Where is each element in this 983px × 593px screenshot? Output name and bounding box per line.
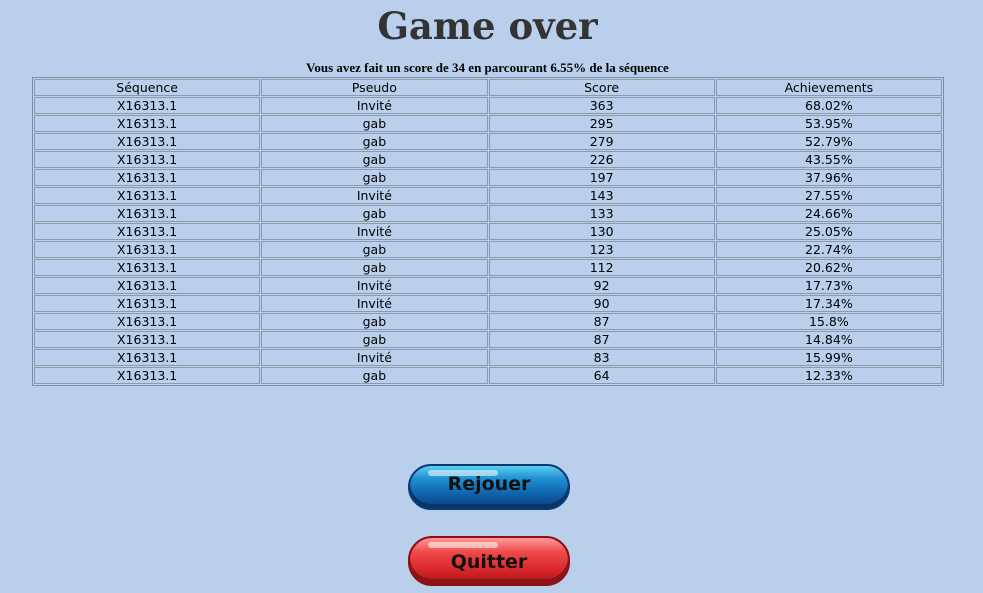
cell-sequence: X16313.1 bbox=[34, 151, 261, 168]
cell-pseudo: gab bbox=[261, 169, 488, 186]
table-row: X16313.1 gab 64 12.33% bbox=[34, 367, 942, 384]
table-row: X16313.1 gab 295 53.95% bbox=[34, 115, 942, 132]
cell-sequence: X16313.1 bbox=[34, 349, 261, 366]
page-title: Game over bbox=[377, 4, 598, 48]
quit-button-label: Quitter bbox=[450, 551, 528, 573]
table-row: X16313.1 Invité 90 17.34% bbox=[34, 295, 942, 312]
cell-achievement: 15.99% bbox=[715, 349, 942, 366]
cell-score: 64 bbox=[488, 367, 715, 384]
cell-achievement: 12.33% bbox=[715, 367, 942, 384]
cell-pseudo: gab bbox=[261, 331, 488, 348]
cell-achievement: 52.79% bbox=[715, 133, 942, 150]
cell-pseudo: Invité bbox=[261, 97, 488, 114]
cell-score: 92 bbox=[488, 277, 715, 294]
cell-sequence: X16313.1 bbox=[34, 223, 261, 240]
column-header-sequence: Séquence bbox=[34, 79, 261, 96]
cell-sequence: X16313.1 bbox=[34, 295, 261, 312]
cell-achievement: 20.62% bbox=[715, 259, 942, 276]
cell-pseudo: gab bbox=[261, 313, 488, 330]
scores-table-body: X16313.1 Invité 363 68.02% X16313.1 gab 295 53.… bbox=[34, 97, 942, 384]
cell-pseudo: Invité bbox=[261, 187, 488, 204]
table-row: X16313.1 gab 279 52.79% bbox=[34, 133, 942, 150]
cell-pseudo: gab bbox=[261, 115, 488, 132]
cell-achievement: 53.95% bbox=[715, 115, 942, 132]
column-header-score: Score bbox=[488, 79, 715, 96]
score-summary: Vous avez fait un score de 34 en parcour… bbox=[306, 60, 669, 75]
cell-achievement: 22.74% bbox=[715, 241, 942, 258]
cell-sequence: X16313.1 bbox=[34, 187, 261, 204]
cell-sequence: X16313.1 bbox=[34, 367, 261, 384]
table-row: X16313.1 gab 87 14.84% bbox=[34, 331, 942, 348]
column-header-pseudo: Pseudo bbox=[261, 79, 488, 96]
cell-sequence: X16313.1 bbox=[34, 169, 261, 186]
table-header-row: Séquence Pseudo Score Achievements bbox=[34, 79, 942, 96]
cell-achievement: 17.73% bbox=[715, 277, 942, 294]
cell-score: 112 bbox=[488, 259, 715, 276]
cell-score: 87 bbox=[488, 331, 715, 348]
button-shine bbox=[428, 542, 498, 548]
cell-pseudo: gab bbox=[261, 133, 488, 150]
table-row: X16313.1 Invité 363 68.02% bbox=[34, 97, 942, 114]
cell-sequence: X16313.1 bbox=[34, 241, 261, 258]
cell-pseudo: gab bbox=[261, 151, 488, 168]
column-header-achievements: Achievements bbox=[715, 79, 942, 96]
cell-achievement: 25.05% bbox=[715, 223, 942, 240]
cell-achievement: 17.34% bbox=[715, 295, 942, 312]
cell-pseudo: Invité bbox=[261, 349, 488, 366]
quit-button[interactable]: Quitter bbox=[408, 536, 570, 586]
table-row: X16313.1 gab 133 24.66% bbox=[34, 205, 942, 222]
cell-sequence: X16313.1 bbox=[34, 331, 261, 348]
table-row: X16313.1 Invité 143 27.55% bbox=[34, 187, 942, 204]
cell-score: 87 bbox=[488, 313, 715, 330]
scores-table: Séquence Pseudo Score Achievements X1631… bbox=[32, 77, 944, 386]
cell-pseudo: gab bbox=[261, 205, 488, 222]
cell-sequence: X16313.1 bbox=[34, 133, 261, 150]
cell-achievement: 24.66% bbox=[715, 205, 942, 222]
table-row: X16313.1 gab 197 37.96% bbox=[34, 169, 942, 186]
cell-pseudo: gab bbox=[261, 241, 488, 258]
cell-score: 133 bbox=[488, 205, 715, 222]
table-row: X16313.1 Invité 83 15.99% bbox=[34, 349, 942, 366]
table-row: X16313.1 gab 112 20.62% bbox=[34, 259, 942, 276]
table-row: X16313.1 Invité 92 17.73% bbox=[34, 277, 942, 294]
cell-achievement: 43.55% bbox=[715, 151, 942, 168]
cell-pseudo: Invité bbox=[261, 295, 488, 312]
cell-score: 279 bbox=[488, 133, 715, 150]
cell-score: 90 bbox=[488, 295, 715, 312]
replay-button[interactable]: Rejouer bbox=[408, 464, 570, 510]
cell-sequence: X16313.1 bbox=[34, 259, 261, 276]
cell-achievement: 37.96% bbox=[715, 169, 942, 186]
replay-button-label: Rejouer bbox=[447, 473, 531, 495]
button-shine bbox=[428, 470, 498, 476]
cell-achievement: 15.8% bbox=[715, 313, 942, 330]
cell-score: 226 bbox=[488, 151, 715, 168]
cell-achievement: 27.55% bbox=[715, 187, 942, 204]
table-row: X16313.1 gab 87 15.8% bbox=[34, 313, 942, 330]
cell-score: 197 bbox=[488, 169, 715, 186]
cell-score: 123 bbox=[488, 241, 715, 258]
cell-sequence: X16313.1 bbox=[34, 115, 261, 132]
cell-sequence: X16313.1 bbox=[34, 277, 261, 294]
cell-sequence: X16313.1 bbox=[34, 313, 261, 330]
cell-achievement: 68.02% bbox=[715, 97, 942, 114]
cell-sequence: X16313.1 bbox=[34, 97, 261, 114]
cell-pseudo: Invité bbox=[261, 277, 488, 294]
cell-score: 295 bbox=[488, 115, 715, 132]
cell-score: 143 bbox=[488, 187, 715, 204]
cell-sequence: X16313.1 bbox=[34, 205, 261, 222]
cell-score: 363 bbox=[488, 97, 715, 114]
table-row: X16313.1 gab 226 43.55% bbox=[34, 151, 942, 168]
cell-pseudo: Invité bbox=[261, 223, 488, 240]
table-row: X16313.1 gab 123 22.74% bbox=[34, 241, 942, 258]
cell-score: 130 bbox=[488, 223, 715, 240]
cell-score: 83 bbox=[488, 349, 715, 366]
table-row: X16313.1 Invité 130 25.05% bbox=[34, 223, 942, 240]
cell-pseudo: gab bbox=[261, 259, 488, 276]
cell-pseudo: gab bbox=[261, 367, 488, 384]
cell-achievement: 14.84% bbox=[715, 331, 942, 348]
